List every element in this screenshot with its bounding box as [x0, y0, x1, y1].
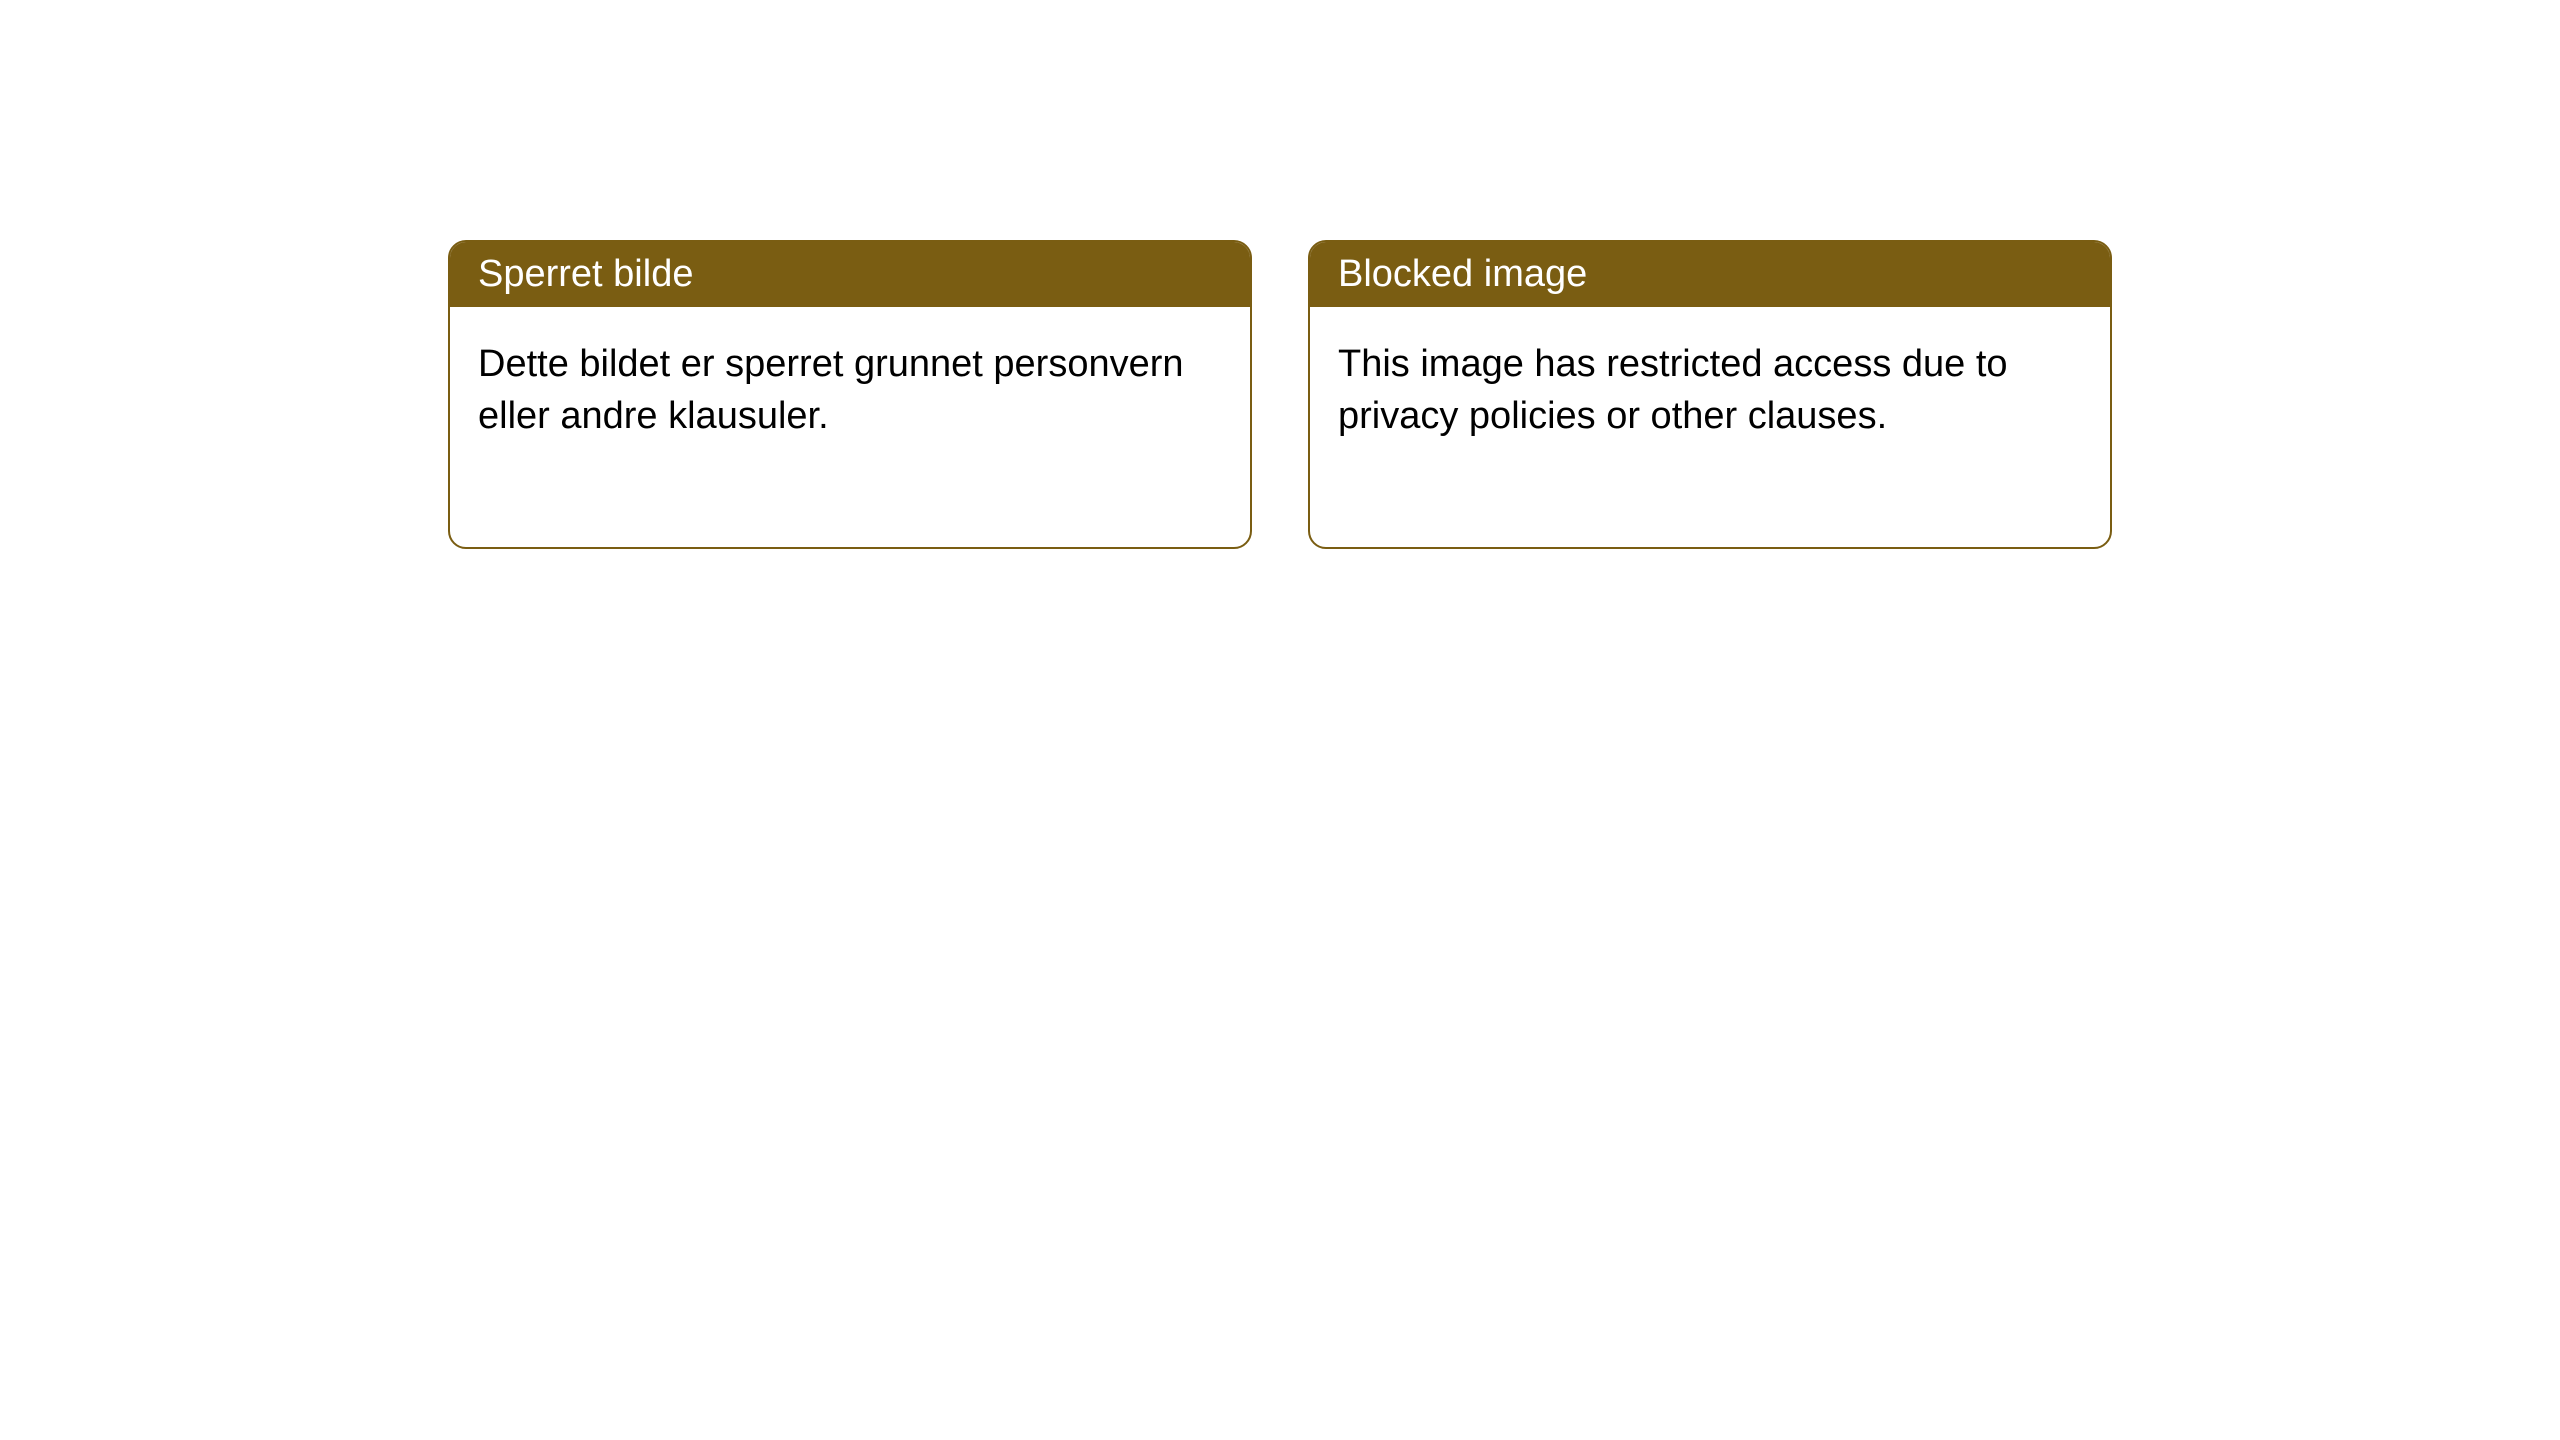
card-body-text: This image has restricted access due to … — [1338, 343, 2008, 436]
notice-container: Sperret bilde Dette bildet er sperret gr… — [448, 240, 2112, 549]
card-header: Blocked image — [1310, 242, 2110, 307]
card-header-text: Sperret bilde — [478, 253, 693, 295]
card-header: Sperret bilde — [450, 242, 1250, 307]
card-body: This image has restricted access due to … — [1310, 307, 2110, 547]
card-body-text: Dette bildet er sperret grunnet personve… — [478, 343, 1184, 436]
notice-card-english: Blocked image This image has restricted … — [1308, 240, 2112, 549]
card-body: Dette bildet er sperret grunnet personve… — [450, 307, 1250, 547]
card-header-text: Blocked image — [1338, 253, 1587, 295]
notice-card-norwegian: Sperret bilde Dette bildet er sperret gr… — [448, 240, 1252, 549]
